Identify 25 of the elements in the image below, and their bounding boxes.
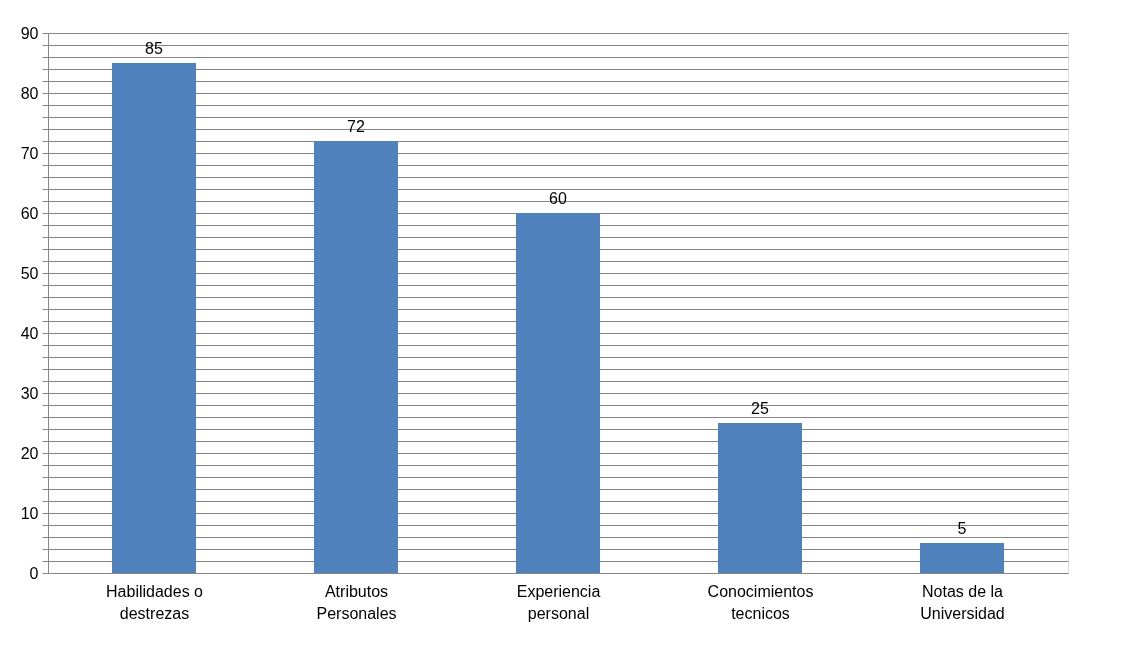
bar (112, 63, 196, 573)
bar (314, 141, 398, 573)
y-tick-label: 20 (20, 444, 39, 462)
data-label: 60 (549, 190, 567, 207)
data-label: 5 (957, 520, 967, 537)
bar (920, 543, 1004, 573)
y-tick-label: 10 (20, 504, 39, 522)
x-tick-label: Habilidades o destrezas (106, 582, 204, 622)
x-tick-label: Atributos Personales (316, 582, 397, 622)
x-tick-label: Notas de la Universidad (920, 582, 1005, 622)
x-tick-label: Conocimientos tecnicos (707, 582, 814, 622)
bar (718, 423, 802, 573)
data-label: 85 (145, 40, 163, 57)
y-tick-label: 50 (20, 264, 39, 282)
data-label: 25 (751, 400, 769, 417)
y-tick-label: 40 (20, 324, 39, 342)
y-tick-label: 70 (20, 144, 39, 162)
y-tick-label: 60 (20, 204, 39, 222)
data-label: 72 (347, 118, 365, 135)
x-tick-label: Experiencia personal (516, 582, 601, 622)
y-tick-label: 80 (20, 84, 39, 102)
y-tick-label: 90 (20, 24, 39, 42)
y-tick-label: 30 (20, 384, 39, 402)
bar (516, 213, 600, 573)
y-tick-label: 0 (29, 564, 39, 582)
